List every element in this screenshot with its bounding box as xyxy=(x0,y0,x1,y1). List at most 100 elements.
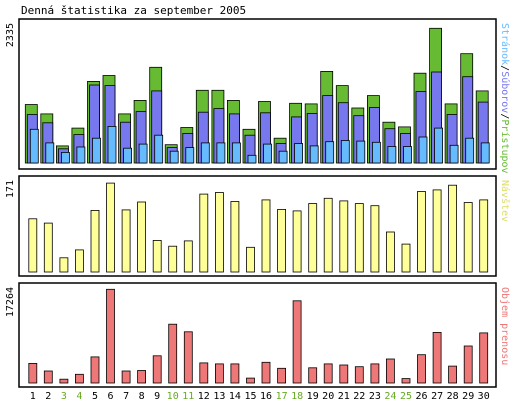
day-label: 28 xyxy=(447,391,459,402)
day-label: 27 xyxy=(431,391,443,402)
bar-navstev-day-17 xyxy=(277,208,287,273)
bar-navstev-day-12 xyxy=(199,193,209,273)
bar-stranok-day-6 xyxy=(107,126,117,164)
bar-stranok-day-20 xyxy=(325,141,335,164)
bar-objem-day-16 xyxy=(261,361,271,384)
day-label: 20 xyxy=(322,391,334,402)
bar-navstev-day-11 xyxy=(183,240,193,273)
bar-navstev-day-7 xyxy=(121,209,131,273)
series-label-part: Prístupov xyxy=(499,119,511,173)
bar-stranok-day-10 xyxy=(169,150,179,164)
bar-objem-day-5 xyxy=(90,356,100,384)
bar-navstev-day-29 xyxy=(463,202,473,273)
y-max-label: 2335 xyxy=(5,23,16,47)
bar-navstev-day-4 xyxy=(75,249,84,273)
series-label-part: Objem prenosu xyxy=(499,287,510,365)
day-label: 19 xyxy=(307,391,319,402)
bar-navstev-day-19 xyxy=(308,203,318,273)
bar-navstev-day-13 xyxy=(214,192,224,273)
bar-stranok-day-30 xyxy=(480,142,490,164)
bar-stranok-day-3 xyxy=(61,151,70,164)
bar-objem-day-2 xyxy=(43,370,53,384)
series-label: Návštev xyxy=(499,180,511,222)
bar-navstev-day-26 xyxy=(417,191,426,273)
day-label: 4 xyxy=(76,391,82,402)
bar-objem-day-10 xyxy=(168,323,178,384)
bar-navstev-day-25 xyxy=(401,243,411,273)
series-label-part: Súborov xyxy=(499,71,511,113)
bar-objem-day-1 xyxy=(28,362,38,384)
bar-objem-day-21 xyxy=(339,364,349,384)
day-label: 18 xyxy=(291,391,303,402)
bar-navstev-day-23 xyxy=(370,205,380,273)
day-label: 26 xyxy=(415,391,427,402)
day-label: 6 xyxy=(107,391,113,402)
bar-stranok-day-28 xyxy=(449,144,459,164)
series-label-part: / xyxy=(499,113,510,119)
day-label: 3 xyxy=(61,391,67,402)
bar-objem-day-3 xyxy=(59,378,69,384)
bar-navstev-day-18 xyxy=(292,210,302,273)
bar-stranok-day-2 xyxy=(45,142,55,164)
bar-stranok-day-26 xyxy=(418,136,428,164)
day-label: 16 xyxy=(260,391,272,402)
bar-objem-day-14 xyxy=(230,363,240,384)
bar-objem-day-23 xyxy=(370,363,380,384)
bar-navstev-day-28 xyxy=(448,184,458,273)
bar-stranok-day-24 xyxy=(387,146,397,164)
day-label: 22 xyxy=(353,391,365,402)
day-label: 11 xyxy=(182,391,194,402)
bar-objem-day-18 xyxy=(292,300,302,384)
y-max-label: 17264 xyxy=(5,287,16,317)
bar-stranok-day-15 xyxy=(247,154,257,164)
bar-navstev-day-8 xyxy=(137,201,147,273)
day-axis: 1 2 3 4 5 6 7 8 9 10 11 12 13 14 15 16 17 18 19 20 21 22 23 24 2… xyxy=(30,391,490,402)
panel-volume: 17264 Objem prenosu xyxy=(5,282,510,388)
day-label: 25 xyxy=(400,391,412,402)
bar-stranok-day-21 xyxy=(340,140,350,164)
day-label: 10 xyxy=(167,391,179,402)
bar-stranok-day-9 xyxy=(154,134,164,164)
bar-navstev-day-21 xyxy=(339,200,349,273)
bar-objem-day-26 xyxy=(417,354,426,384)
bar-objem-day-17 xyxy=(277,367,287,384)
day-label: 23 xyxy=(369,391,381,402)
day-label: 15 xyxy=(244,391,256,402)
bar-stranok-day-12 xyxy=(200,142,210,164)
bar-stranok-day-13 xyxy=(216,142,226,164)
bar-stranok-day-23 xyxy=(371,141,381,164)
bar-objem-day-12 xyxy=(199,362,209,384)
bar-navstev-day-2 xyxy=(43,222,53,273)
bar-stranok-day-4 xyxy=(76,146,86,164)
day-label: 7 xyxy=(123,391,129,402)
bar-objem-day-4 xyxy=(75,373,84,384)
bar-navstev-day-22 xyxy=(354,203,364,273)
bar-objem-day-29 xyxy=(463,345,473,384)
bar-navstev-day-20 xyxy=(323,197,333,273)
bar-objem-day-11 xyxy=(183,331,193,384)
bar-stranok-day-27 xyxy=(434,127,444,164)
bar-stranok-day-19 xyxy=(309,145,319,164)
bar-stranok-day-7 xyxy=(123,147,132,164)
bar-navstev-day-14 xyxy=(230,201,240,273)
day-label: 21 xyxy=(338,391,350,402)
day-label: 29 xyxy=(462,391,474,402)
bar-stranok-day-8 xyxy=(138,143,148,164)
bar-stranok-day-17 xyxy=(278,150,288,164)
day-label: 14 xyxy=(229,391,241,402)
bar-navstev-day-1 xyxy=(28,218,38,273)
bar-objem-day-13 xyxy=(214,363,224,384)
series-label: Stránok/Súborov/Prístupov xyxy=(499,23,511,174)
bar-stranok-day-29 xyxy=(465,137,475,164)
day-label: 24 xyxy=(384,391,396,402)
bar-stranok-day-16 xyxy=(263,143,272,164)
bar-navstev-day-6 xyxy=(106,182,115,273)
bar-stranok-day-11 xyxy=(185,147,195,164)
bar-navstev-day-16 xyxy=(261,199,271,273)
bar-navstev-day-30 xyxy=(479,199,489,273)
day-label: 5 xyxy=(92,391,98,402)
day-label: 2 xyxy=(45,391,51,402)
bar-objem-day-30 xyxy=(479,332,489,384)
